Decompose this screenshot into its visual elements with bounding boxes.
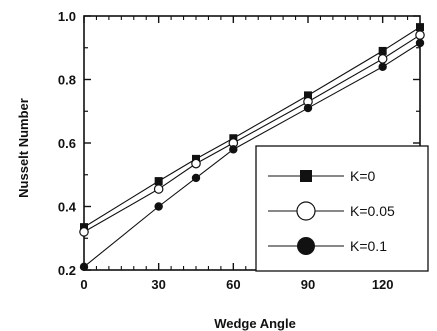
data-point bbox=[378, 62, 387, 71]
legend-marker bbox=[296, 201, 316, 221]
y-tick-label: 0.6 bbox=[58, 136, 76, 151]
legend-box bbox=[255, 145, 429, 272]
data-point bbox=[378, 46, 387, 55]
series-2 bbox=[79, 30, 425, 237]
legend: K=0 K=0.05 K=0.1 bbox=[255, 145, 429, 272]
legend-label: K=0.05 bbox=[350, 203, 395, 219]
legend-label: K=0 bbox=[350, 168, 376, 184]
x-tick-label: 120 bbox=[372, 277, 394, 292]
y-tick-label: 0.2 bbox=[58, 263, 76, 278]
legend-label: K=0.1 bbox=[350, 238, 387, 254]
series-layer bbox=[79, 23, 425, 272]
x-tick-label: 60 bbox=[226, 277, 240, 292]
legend-item: K=0.1 bbox=[268, 237, 387, 255]
legend-marker bbox=[297, 237, 315, 255]
series-3 bbox=[79, 38, 425, 272]
data-point bbox=[304, 91, 312, 100]
data-point bbox=[415, 30, 425, 40]
data-point bbox=[154, 202, 163, 211]
y-tick-label: 0.4 bbox=[58, 200, 77, 215]
y-tick-label: 0.8 bbox=[58, 73, 76, 88]
data-point bbox=[377, 54, 388, 64]
legend-item: K=0.05 bbox=[268, 201, 395, 221]
data-point bbox=[154, 177, 163, 186]
data-point bbox=[191, 158, 201, 169]
data-point bbox=[303, 103, 313, 113]
x-axis-label: Wedge Angle bbox=[214, 316, 296, 331]
y-axis-label: Nusselt Number bbox=[16, 98, 31, 198]
data-point bbox=[79, 262, 89, 272]
x-tick-label: 90 bbox=[301, 277, 315, 292]
x-tick-label: 30 bbox=[151, 277, 165, 292]
data-point bbox=[153, 184, 164, 194]
data-point bbox=[191, 173, 201, 183]
x-tick-label: 0 bbox=[80, 277, 87, 292]
data-point bbox=[79, 227, 89, 237]
data-point bbox=[416, 23, 424, 32]
data-point bbox=[415, 38, 425, 48]
y-tick-label: 1.0 bbox=[58, 9, 76, 24]
legend-item: K=0 bbox=[268, 168, 376, 184]
legend-marker bbox=[300, 170, 312, 182]
data-point bbox=[229, 145, 238, 154]
